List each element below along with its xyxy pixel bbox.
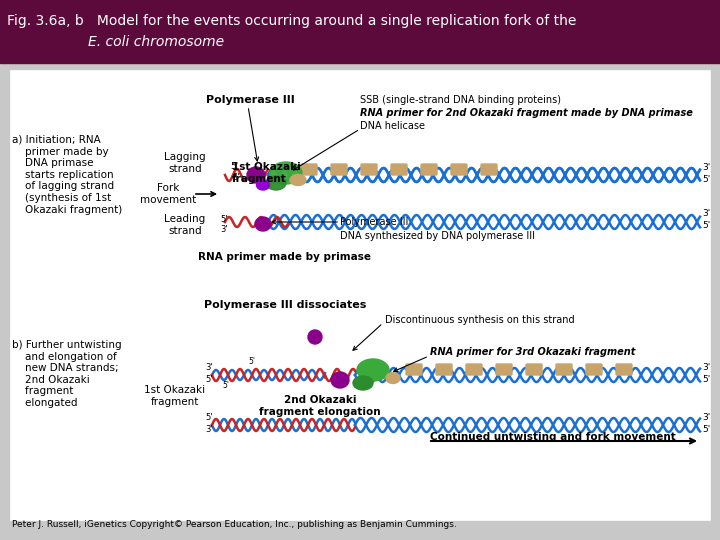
Text: Peter J. Russell, iGenetics Copyright© Pearson Education, Inc., publishing as Be: Peter J. Russell, iGenetics Copyright© P…: [12, 520, 456, 529]
Text: Polymerase III: Polymerase III: [206, 95, 294, 105]
Ellipse shape: [357, 359, 389, 381]
FancyBboxPatch shape: [436, 364, 452, 375]
FancyBboxPatch shape: [466, 364, 482, 375]
Text: Fig. 3.6a, b   Model for the events occurring around a single replication fork o: Fig. 3.6a, b Model for the events occurr…: [7, 14, 577, 28]
Text: E. coli chromosome: E. coli chromosome: [88, 35, 224, 49]
Text: 3': 3': [702, 210, 710, 219]
Text: Lagging
strand: Lagging strand: [164, 152, 206, 173]
Text: 3': 3': [702, 362, 710, 372]
Text: Leading
strand: Leading strand: [164, 214, 206, 235]
Text: 5': 5': [222, 381, 229, 389]
FancyBboxPatch shape: [331, 164, 347, 175]
Text: Polymerase III: Polymerase III: [340, 217, 408, 227]
Text: 5': 5': [230, 162, 238, 171]
Text: 5': 5': [248, 356, 255, 366]
Text: SSB (single-strand DNA binding proteins): SSB (single-strand DNA binding proteins): [360, 95, 561, 105]
Ellipse shape: [353, 376, 373, 390]
Text: 2nd Okazaki
fragment elongation: 2nd Okazaki fragment elongation: [259, 395, 381, 416]
Text: Polymerase III dissociates: Polymerase III dissociates: [204, 300, 366, 310]
FancyBboxPatch shape: [556, 364, 572, 375]
Text: 5': 5': [702, 174, 710, 184]
FancyBboxPatch shape: [616, 364, 632, 375]
Ellipse shape: [290, 174, 306, 186]
Text: DNA synthesized by DNA polymerase III: DNA synthesized by DNA polymerase III: [340, 231, 535, 241]
Text: 3': 3': [702, 163, 710, 172]
Bar: [10, 70, 710, 520]
FancyBboxPatch shape: [586, 364, 602, 375]
Text: 5': 5': [205, 414, 212, 422]
Text: b) Further untwisting
    and elongation of
    new DNA strands;
    2nd Okazaki: b) Further untwisting and elongation of …: [12, 340, 122, 408]
FancyBboxPatch shape: [526, 364, 542, 375]
Text: 1st Okazaki
fragment: 1st Okazaki fragment: [232, 162, 301, 184]
FancyBboxPatch shape: [481, 164, 497, 175]
Ellipse shape: [247, 167, 265, 183]
FancyBboxPatch shape: [451, 164, 467, 175]
Text: a) Initiation; RNA
    primer made by
    DNA primase
    starts replication
   : a) Initiation; RNA primer made by DNA pr…: [12, 135, 122, 214]
Text: RNA primer for 3rd Okazaki fragment: RNA primer for 3rd Okazaki fragment: [430, 347, 635, 357]
FancyBboxPatch shape: [496, 364, 512, 375]
Text: 3': 3': [220, 225, 228, 233]
Ellipse shape: [256, 180, 269, 190]
Text: 3': 3': [205, 424, 212, 434]
FancyBboxPatch shape: [361, 164, 377, 175]
FancyBboxPatch shape: [301, 164, 317, 175]
Ellipse shape: [386, 373, 400, 383]
Text: Continued untwisting and fork movement: Continued untwisting and fork movement: [430, 432, 676, 442]
Ellipse shape: [270, 162, 302, 184]
Text: 5': 5': [205, 375, 212, 383]
Text: 1st Okazaki
fragment: 1st Okazaki fragment: [145, 385, 206, 407]
Ellipse shape: [331, 372, 349, 388]
Text: RNA primer made by primase: RNA primer made by primase: [199, 252, 372, 262]
FancyBboxPatch shape: [421, 164, 437, 175]
Ellipse shape: [255, 217, 271, 231]
Text: 5': 5': [702, 424, 710, 434]
Ellipse shape: [308, 330, 322, 344]
Text: 5': 5': [702, 375, 710, 383]
Text: 3': 3': [702, 413, 710, 422]
Text: RNA primer for 2nd Okazaki fragment made by DNA primase: RNA primer for 2nd Okazaki fragment made…: [360, 108, 693, 118]
FancyBboxPatch shape: [406, 364, 422, 375]
Ellipse shape: [266, 176, 286, 190]
Text: Discontinuous synthesis on this strand: Discontinuous synthesis on this strand: [385, 315, 575, 325]
FancyBboxPatch shape: [391, 164, 407, 175]
Bar: [0, 0, 720, 63]
Text: DNA helicase: DNA helicase: [360, 121, 425, 131]
Text: 5': 5': [232, 172, 240, 181]
Text: 3': 3': [205, 363, 212, 373]
Text: 5': 5': [702, 221, 710, 231]
Text: 5': 5': [220, 214, 228, 224]
Text: Fork
movement: Fork movement: [140, 183, 196, 205]
